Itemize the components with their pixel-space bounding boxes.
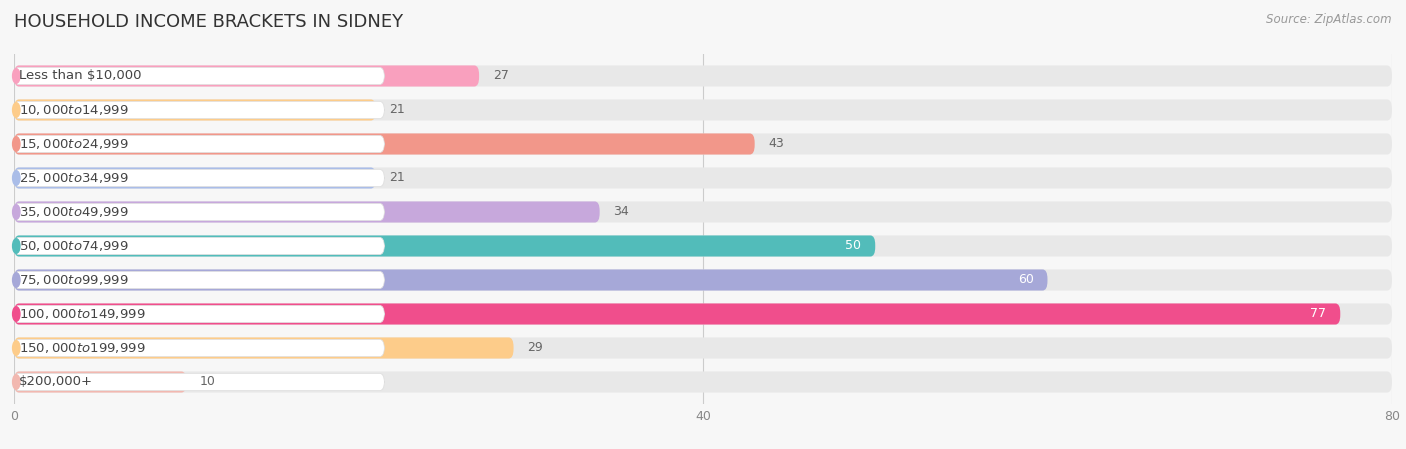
Text: HOUSEHOLD INCOME BRACKETS IN SIDNEY: HOUSEHOLD INCOME BRACKETS IN SIDNEY [14, 13, 404, 31]
FancyBboxPatch shape [14, 96, 1392, 124]
FancyBboxPatch shape [14, 304, 1392, 325]
FancyBboxPatch shape [14, 169, 384, 187]
FancyBboxPatch shape [14, 334, 1392, 362]
FancyBboxPatch shape [14, 232, 1392, 260]
Text: 21: 21 [389, 103, 405, 116]
FancyBboxPatch shape [14, 271, 384, 289]
FancyBboxPatch shape [14, 133, 755, 154]
FancyBboxPatch shape [14, 167, 375, 189]
Circle shape [13, 375, 20, 389]
FancyBboxPatch shape [14, 269, 1392, 291]
FancyBboxPatch shape [14, 339, 384, 357]
FancyBboxPatch shape [14, 338, 513, 359]
FancyBboxPatch shape [14, 167, 1392, 189]
FancyBboxPatch shape [14, 202, 599, 223]
Circle shape [13, 69, 20, 83]
FancyBboxPatch shape [14, 135, 384, 153]
Text: 43: 43 [769, 137, 785, 150]
FancyBboxPatch shape [14, 266, 1392, 294]
Text: $35,000 to $49,999: $35,000 to $49,999 [20, 205, 129, 219]
FancyBboxPatch shape [14, 300, 1392, 328]
FancyBboxPatch shape [14, 99, 1392, 120]
FancyBboxPatch shape [14, 235, 875, 256]
FancyBboxPatch shape [14, 203, 384, 220]
Circle shape [13, 239, 20, 253]
FancyBboxPatch shape [14, 62, 1392, 90]
Circle shape [13, 171, 20, 185]
Text: $150,000 to $199,999: $150,000 to $199,999 [20, 341, 146, 355]
Circle shape [13, 137, 20, 151]
FancyBboxPatch shape [14, 164, 1392, 192]
FancyBboxPatch shape [14, 371, 186, 392]
Circle shape [13, 205, 20, 219]
FancyBboxPatch shape [14, 304, 1340, 325]
Text: 77: 77 [1310, 308, 1326, 321]
Circle shape [13, 103, 20, 117]
Text: 29: 29 [527, 342, 543, 355]
Text: 27: 27 [494, 70, 509, 83]
FancyBboxPatch shape [14, 338, 1392, 359]
Text: Less than $10,000: Less than $10,000 [20, 70, 142, 83]
Text: $100,000 to $149,999: $100,000 to $149,999 [20, 307, 146, 321]
Text: $15,000 to $24,999: $15,000 to $24,999 [20, 137, 129, 151]
FancyBboxPatch shape [14, 198, 1392, 226]
Circle shape [13, 307, 20, 321]
FancyBboxPatch shape [14, 133, 1392, 154]
Text: $10,000 to $14,999: $10,000 to $14,999 [20, 103, 129, 117]
Text: $75,000 to $99,999: $75,000 to $99,999 [20, 273, 129, 287]
FancyBboxPatch shape [14, 99, 375, 120]
Text: $25,000 to $34,999: $25,000 to $34,999 [20, 171, 129, 185]
Text: 50: 50 [845, 239, 862, 252]
FancyBboxPatch shape [14, 374, 384, 391]
FancyBboxPatch shape [14, 66, 479, 87]
FancyBboxPatch shape [14, 67, 384, 84]
Text: 21: 21 [389, 172, 405, 185]
FancyBboxPatch shape [14, 66, 1392, 87]
FancyBboxPatch shape [14, 371, 1392, 392]
Circle shape [13, 273, 20, 287]
FancyBboxPatch shape [14, 305, 384, 323]
Text: 10: 10 [200, 375, 217, 388]
FancyBboxPatch shape [14, 235, 1392, 256]
Text: 60: 60 [1018, 273, 1033, 286]
FancyBboxPatch shape [14, 202, 1392, 223]
Circle shape [13, 341, 20, 355]
FancyBboxPatch shape [14, 238, 384, 255]
FancyBboxPatch shape [14, 130, 1392, 158]
Text: 34: 34 [613, 206, 630, 219]
FancyBboxPatch shape [14, 269, 1047, 291]
FancyBboxPatch shape [14, 101, 384, 119]
Text: $200,000+: $200,000+ [20, 375, 93, 388]
FancyBboxPatch shape [14, 368, 1392, 396]
Text: $50,000 to $74,999: $50,000 to $74,999 [20, 239, 129, 253]
Text: Source: ZipAtlas.com: Source: ZipAtlas.com [1267, 13, 1392, 26]
